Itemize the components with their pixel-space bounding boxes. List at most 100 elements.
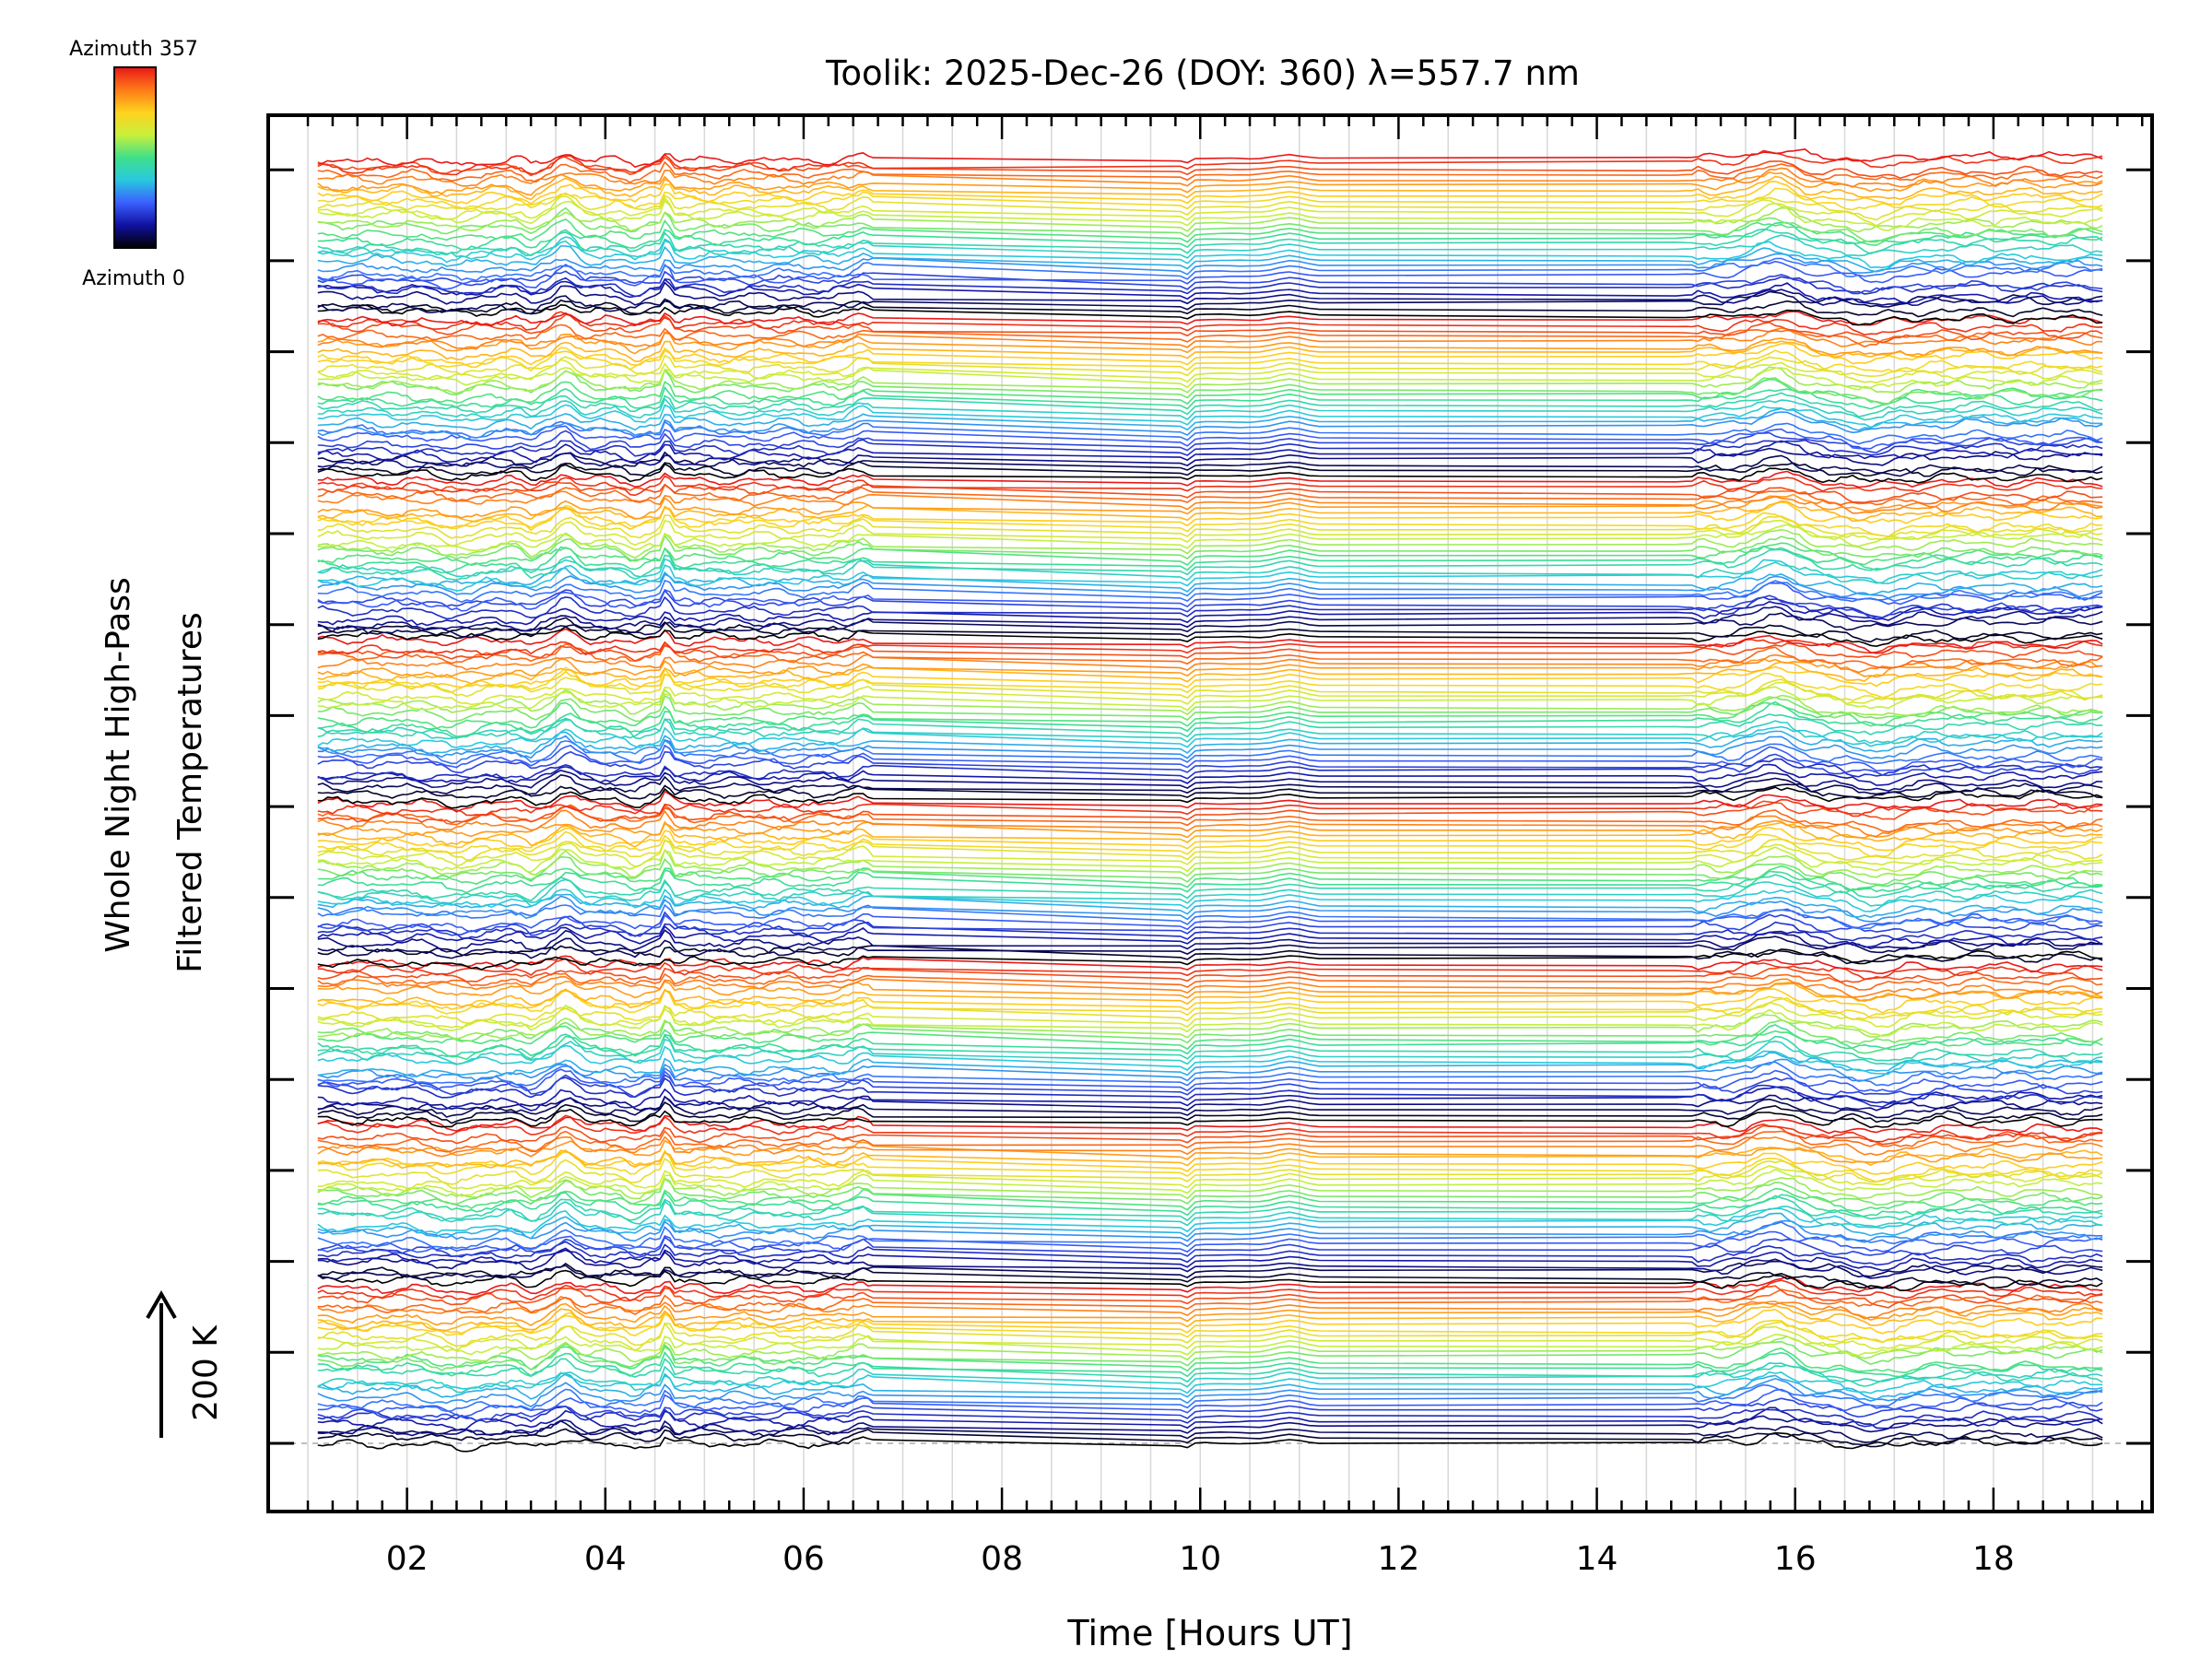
temperature-trace	[317, 534, 2103, 562]
temperature-trace	[317, 713, 2103, 740]
temperature-trace	[317, 327, 2103, 350]
temperature-trace	[317, 1310, 2103, 1344]
temperature-trace	[317, 895, 2103, 923]
temperature-trace	[317, 700, 2103, 738]
temperature-trace	[317, 378, 2103, 406]
temperature-trace	[317, 1018, 2103, 1045]
temperature-trace	[317, 1431, 2103, 1453]
temperature-trace	[317, 1100, 2103, 1124]
temperature-trace	[317, 798, 2103, 818]
temperature-trace	[317, 738, 2103, 765]
x-tick-label: 16	[1774, 1540, 1817, 1578]
temperature-trace	[317, 359, 2103, 384]
colorbar-bottom-label: Azimuth 0	[82, 267, 185, 290]
temperature-trace	[317, 1074, 2103, 1099]
temperature-trace	[317, 1025, 2103, 1054]
temperature-trace	[317, 773, 2103, 795]
temperature-trace	[317, 758, 2103, 782]
temperature-trace	[317, 1212, 2103, 1240]
scale-indicator	[146, 1289, 177, 1438]
colorbar-top-label: Azimuth 357	[69, 38, 198, 61]
temperature-trace	[317, 673, 2103, 701]
temperature-trace	[317, 1333, 2103, 1357]
temperature-trace	[317, 411, 2103, 441]
temperature-trace	[317, 1191, 2103, 1218]
temperature-trace	[317, 929, 2103, 953]
temperature-trace	[317, 730, 2103, 755]
temperature-trace	[317, 187, 2103, 211]
temperature-trace	[317, 1068, 2103, 1093]
temperature-trace	[317, 463, 2103, 484]
plot-frame	[266, 113, 2154, 1513]
temperature-trace	[317, 221, 2103, 251]
temperature-trace	[317, 582, 2103, 612]
temperature-trace	[317, 1288, 2103, 1315]
temperature-trace	[317, 694, 2103, 723]
temperature-trace	[317, 1322, 2103, 1352]
temperature-trace	[317, 545, 2103, 574]
temperature-trace	[317, 1383, 2103, 1413]
temperature-trace	[317, 869, 2103, 894]
temperature-trace	[317, 830, 2103, 858]
temperature-trace	[317, 1052, 2103, 1077]
temperature-trace	[317, 865, 2103, 892]
temperature-trace	[317, 1024, 2103, 1061]
temperature-trace	[317, 997, 2103, 1024]
temperature-trace	[317, 972, 2103, 991]
temperature-trace	[317, 385, 2103, 410]
temperature-trace	[317, 299, 2103, 318]
temperature-trace	[317, 1077, 2103, 1108]
temperature-trace	[317, 725, 2103, 749]
temperature-trace	[317, 1014, 2103, 1041]
temperature-trace	[317, 1114, 2103, 1135]
temperature-trace	[317, 878, 2103, 907]
temperature-trace	[317, 1377, 2103, 1408]
temperature-trace	[317, 846, 2103, 874]
temperature-trace	[317, 167, 2103, 188]
temperature-trace	[317, 324, 2103, 347]
temperature-trace	[317, 148, 2103, 169]
temperature-trace	[317, 567, 2103, 596]
x-tick-label: 18	[1972, 1540, 2015, 1578]
temperature-trace	[317, 1397, 2103, 1422]
temperature-trace	[317, 888, 2103, 912]
temperature-trace	[317, 276, 2103, 298]
temperature-trace	[317, 392, 2103, 418]
temperature-trace	[317, 1194, 2103, 1222]
temperature-trace	[317, 782, 2103, 800]
temperature-trace	[317, 958, 2103, 981]
temperature-trace	[317, 1351, 2103, 1378]
chart-title: Toolik: 2025-Dec-26 (DOY: 360) λ=557.7 n…	[825, 53, 1580, 93]
temperature-trace	[317, 1147, 2103, 1170]
temperature-trace	[317, 1058, 2103, 1083]
temperature-trace	[317, 1129, 2103, 1153]
temperature-trace	[317, 1168, 2103, 1197]
temperature-trace	[317, 1247, 2103, 1272]
temperature-trace	[317, 470, 2103, 488]
x-axis-label: Time [Hours UT]	[1066, 1613, 1352, 1653]
temperature-trace	[317, 303, 2103, 326]
x-tick-label: 08	[981, 1540, 1023, 1578]
x-tick-label: 02	[386, 1540, 429, 1578]
temperature-trace	[317, 504, 2103, 538]
temperature-trace	[317, 490, 2103, 514]
temperature-trace	[317, 366, 2103, 394]
temperature-trace	[317, 921, 2103, 942]
temperature-trace	[317, 1260, 2103, 1281]
temperature-trace	[317, 1371, 2103, 1394]
temperature-trace	[317, 559, 2103, 592]
temperature-trace	[317, 260, 2103, 290]
temperature-trace	[317, 1176, 2103, 1200]
temperature-trace	[317, 236, 2103, 269]
temperature-trace	[317, 1004, 2103, 1037]
x-tick-label: 04	[584, 1540, 627, 1578]
temperature-trace	[317, 1219, 2103, 1243]
temperature-trace	[317, 1269, 2103, 1292]
temperature-trace	[317, 595, 2103, 620]
temperature-trace	[317, 839, 2103, 867]
temperature-trace	[317, 342, 2103, 369]
temperature-trace	[317, 1249, 2103, 1279]
temperature-trace	[317, 347, 2103, 373]
temperature-trace	[317, 600, 2103, 627]
